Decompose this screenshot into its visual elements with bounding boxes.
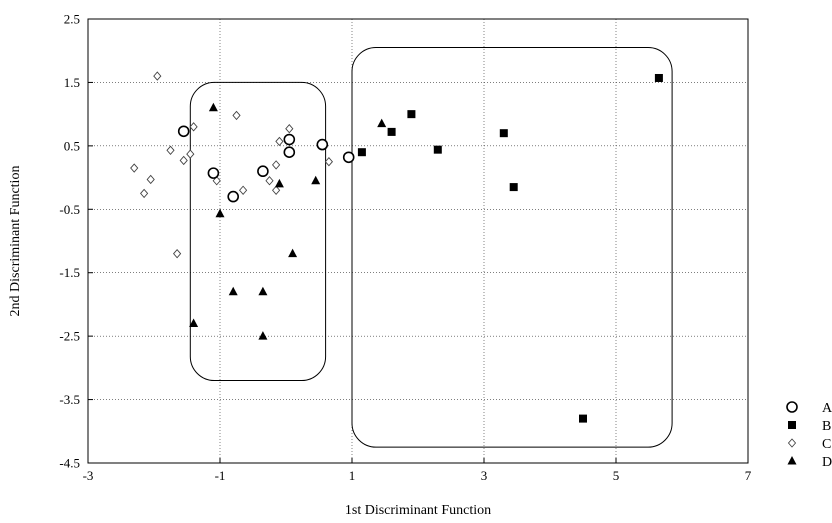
data-point-c <box>146 174 155 185</box>
legend-marker-b <box>788 421 796 429</box>
data-point-b <box>387 127 396 136</box>
group-boundary <box>351 47 673 448</box>
data-point-c <box>212 176 221 186</box>
data-point-c <box>166 145 175 155</box>
x-tick-label: 1 <box>349 468 356 483</box>
data-point-d <box>208 102 218 112</box>
data-points <box>130 71 663 423</box>
data-point-d <box>274 178 284 188</box>
x-tick-label: 7 <box>745 468 752 483</box>
data-point-d <box>215 208 225 218</box>
legend-marker-a <box>786 401 798 413</box>
data-point-d <box>228 286 238 296</box>
y-tick-label: -0.5 <box>59 202 80 217</box>
data-point-b <box>654 73 663 82</box>
data-point-a <box>283 133 296 146</box>
data-point-d <box>258 286 268 296</box>
data-point-c <box>173 249 182 259</box>
y-tick-label: 1.5 <box>64 75 80 90</box>
data-point-a <box>177 125 190 138</box>
data-point-c <box>265 176 274 186</box>
x-axis-title: 1st Discriminant Function <box>345 503 491 518</box>
legend-label-a: A <box>822 401 832 416</box>
data-point-a <box>283 146 296 158</box>
data-point-c <box>272 185 281 195</box>
y-axis-title: 2nd Discriminant Function <box>8 166 23 317</box>
data-point-a <box>257 165 269 178</box>
data-point-c <box>275 136 284 147</box>
data-point-c <box>186 149 195 159</box>
grid-lines <box>87 18 749 464</box>
data-point-b <box>509 183 518 192</box>
data-point-c <box>239 185 248 195</box>
x-tick-label: 5 <box>613 468 620 483</box>
y-tick-label: -3.5 <box>59 392 80 407</box>
x-tick-label: -3 <box>83 468 94 483</box>
data-point-a <box>227 190 239 203</box>
data-point-c <box>189 122 198 132</box>
legend-label-c: C <box>822 437 831 452</box>
data-point-b <box>579 414 587 423</box>
legend-label-b: B <box>822 419 831 434</box>
y-tick-label: -1.5 <box>59 265 80 280</box>
group-boundaries <box>189 47 673 448</box>
data-point-b <box>433 145 442 154</box>
data-point-b <box>357 148 366 157</box>
data-point-b <box>499 129 508 138</box>
data-point-c <box>324 157 333 167</box>
legend-marker-c <box>787 438 797 448</box>
data-point-d <box>377 118 387 128</box>
data-point-c <box>130 163 139 173</box>
data-point-c <box>232 110 241 121</box>
data-point-c <box>285 124 294 134</box>
data-point-a <box>342 151 355 164</box>
data-point-c <box>153 71 162 81</box>
legend-marker-d <box>787 456 797 465</box>
y-tick-label: 0.5 <box>64 138 80 153</box>
data-point-c <box>140 188 149 199</box>
plot-area <box>87 18 749 464</box>
data-point-a <box>316 138 329 151</box>
data-point-a <box>207 167 220 179</box>
data-point-c <box>272 160 281 170</box>
data-point-d <box>189 318 199 327</box>
axis-ticks: -3 -1 1 3 5 7 2.5 1.5 0.5 -0.5 -1.5 -2.5 -3.5 -4.5 <box>59 12 751 484</box>
x-tick-label: 3 <box>481 468 488 483</box>
legend-label-d: D <box>822 455 832 470</box>
y-tick-label: -4.5 <box>59 456 80 471</box>
data-point-d <box>288 248 298 258</box>
data-point-c <box>179 155 188 166</box>
y-tick-label: 2.5 <box>64 12 80 27</box>
y-tick-label: -2.5 <box>59 329 80 344</box>
data-point-b <box>407 110 416 119</box>
data-point-d <box>311 175 321 185</box>
group-boundary <box>189 81 327 382</box>
x-tick-label: -1 <box>215 468 226 483</box>
data-point-d <box>258 331 268 340</box>
